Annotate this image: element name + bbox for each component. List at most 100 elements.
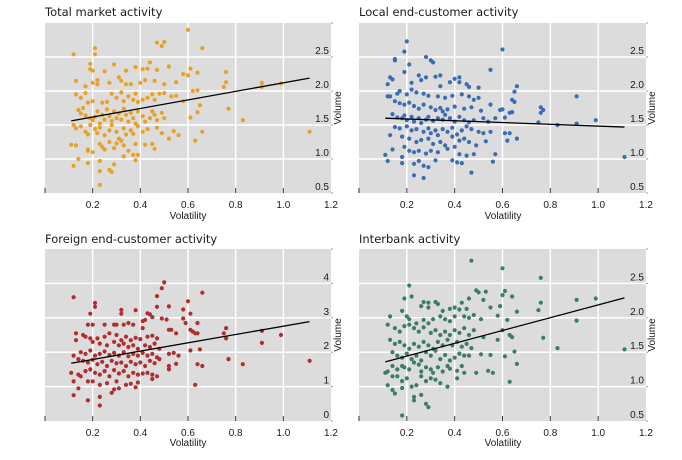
scatter-point (95, 131, 100, 136)
scatter-point (71, 379, 76, 384)
scatter-point (107, 139, 112, 145)
scatter-point (505, 138, 510, 143)
scatter-point (574, 297, 579, 302)
scatter-point (407, 136, 412, 141)
scatter-point (435, 301, 440, 307)
scatter-point (471, 328, 476, 333)
scatter-point (574, 94, 579, 99)
scatter-point (88, 61, 93, 66)
x-axis-label: Volatility (485, 438, 522, 449)
scatter-point (97, 351, 102, 356)
scatter-point (73, 78, 79, 83)
scatter-point (452, 314, 457, 319)
scatter-point (402, 343, 407, 348)
y-axis-label: Volume (647, 91, 658, 125)
scatter-point (421, 339, 426, 344)
scatter-point (150, 376, 155, 382)
x-tick-label: 0.2 (400, 200, 414, 211)
scatter-point (102, 117, 107, 122)
scatter-point (455, 160, 460, 165)
scatter-point (400, 308, 405, 313)
scatter-point (78, 111, 83, 116)
scatter-point (414, 127, 419, 132)
scatter-point (466, 139, 472, 145)
y-tick-label: 1 (323, 376, 329, 387)
scatter-point (97, 372, 102, 377)
scatter-point (407, 62, 412, 67)
scatter-point (140, 319, 145, 324)
scatter-point (226, 106, 231, 111)
scatter-point (419, 120, 424, 126)
scatter-point (481, 116, 486, 121)
scatter-point (440, 308, 445, 313)
scatter-point (538, 275, 543, 280)
scatter-point (438, 105, 443, 111)
scatter-point (469, 170, 474, 175)
scatter-point (426, 136, 431, 141)
scatter-point (402, 102, 407, 107)
scatter-point (459, 161, 464, 166)
scatter-point (112, 339, 117, 344)
scatter-point (574, 318, 579, 323)
scatter-point (414, 321, 419, 326)
scatter-point (109, 390, 114, 395)
scatter-point (135, 353, 140, 358)
scatter-point (152, 97, 157, 102)
scatter-point (457, 330, 462, 335)
scatter-point (100, 100, 105, 105)
scatter-point (486, 368, 491, 373)
scatter-point (71, 163, 76, 168)
x-tick-label: 0.8 (543, 200, 557, 211)
scatter-point (85, 161, 90, 166)
scatter-point (385, 369, 390, 374)
scatter-point (464, 82, 469, 87)
scatter-point (131, 131, 136, 136)
scatter-point (538, 110, 543, 115)
scatter-point (92, 46, 98, 51)
scatter-point (443, 317, 448, 322)
scatter-point (150, 333, 155, 338)
y-tick-label: 4 (323, 272, 329, 283)
scatter-point (185, 73, 191, 78)
scatter-point (97, 403, 102, 408)
scatter-point (145, 353, 150, 358)
scatter-point (447, 80, 452, 85)
scatter-point (159, 286, 164, 291)
scatter-point (188, 115, 193, 120)
scatter-point (176, 353, 181, 358)
scatter-point (397, 101, 402, 106)
scatter-point (90, 339, 95, 344)
scatter-point (154, 118, 160, 123)
scatter-point (426, 321, 431, 326)
scatter-point (71, 295, 76, 300)
scatter-point (431, 370, 436, 375)
scatter-point (123, 68, 129, 73)
scatter-point (419, 374, 424, 379)
scatter-point (121, 106, 126, 111)
scatter-point (193, 138, 198, 143)
scatter-point (88, 311, 93, 316)
scatter-point (133, 121, 138, 126)
panel-interbank: Interbank activity 0.2 0.4 0.6 0.8 1.0 1.2 0.5… (358, 232, 658, 449)
x-tick-label: 1.2 (324, 200, 338, 211)
scatter-point (71, 353, 76, 358)
scatter-point (455, 132, 460, 137)
scatter-point (390, 363, 395, 369)
scatter-point (133, 308, 138, 313)
scatter-point (471, 97, 476, 102)
scatter-point (478, 352, 484, 357)
scatter-point (490, 370, 495, 375)
scatter-point (464, 153, 469, 158)
x-tick-label: 0.4 (133, 200, 147, 211)
scatter-point (171, 350, 176, 355)
scatter-point (419, 392, 424, 397)
scatter-point (438, 332, 443, 338)
scatter-point (457, 114, 462, 119)
scatter-point (174, 331, 179, 336)
scatter-point (509, 110, 515, 115)
scatter-point (392, 341, 397, 346)
scatter-point (104, 343, 110, 348)
scatter-point (112, 162, 117, 167)
scatter-point (92, 52, 98, 57)
scatter-point (123, 334, 129, 339)
